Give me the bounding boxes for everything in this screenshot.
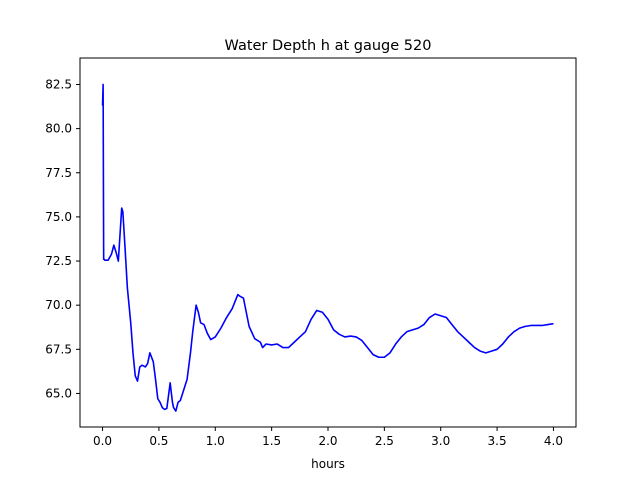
y-tick-label: 70.0 [45, 298, 72, 312]
x-axis-label: hours [311, 457, 345, 471]
y-axis-ticks: 65.0 67.5 70.0 72.5 75.0 77.5 80.0 82.5 [45, 77, 80, 400]
x-tick-label: 0.5 [149, 434, 168, 448]
x-tick-label: 2.0 [318, 434, 337, 448]
x-tick-label: 2.5 [375, 434, 394, 448]
y-tick-label: 65.0 [45, 386, 72, 400]
x-axis-ticks: 0.0 0.5 1.0 1.5 2.0 2.5 3.0 3.5 4.0 [93, 427, 563, 448]
x-tick-label: 1.0 [206, 434, 225, 448]
x-tick-label: 3.5 [488, 434, 507, 448]
y-tick-label: 80.0 [45, 122, 72, 136]
y-tick-label: 82.5 [45, 77, 72, 91]
series-line [101, 83, 554, 412]
chart-title: Water Depth h at gauge 520 [225, 38, 432, 54]
y-tick-label: 75.0 [45, 210, 72, 224]
x-tick-label: 0.0 [93, 434, 112, 448]
y-tick-label: 67.5 [45, 342, 72, 356]
y-tick-label: 72.5 [45, 254, 72, 268]
y-tick-label: 77.5 [45, 166, 72, 180]
plot-area [80, 58, 576, 427]
x-tick-label: 3.0 [431, 434, 450, 448]
x-tick-label: 1.5 [262, 434, 281, 448]
x-tick-label: 4.0 [544, 434, 563, 448]
plot-frame [79, 57, 577, 428]
